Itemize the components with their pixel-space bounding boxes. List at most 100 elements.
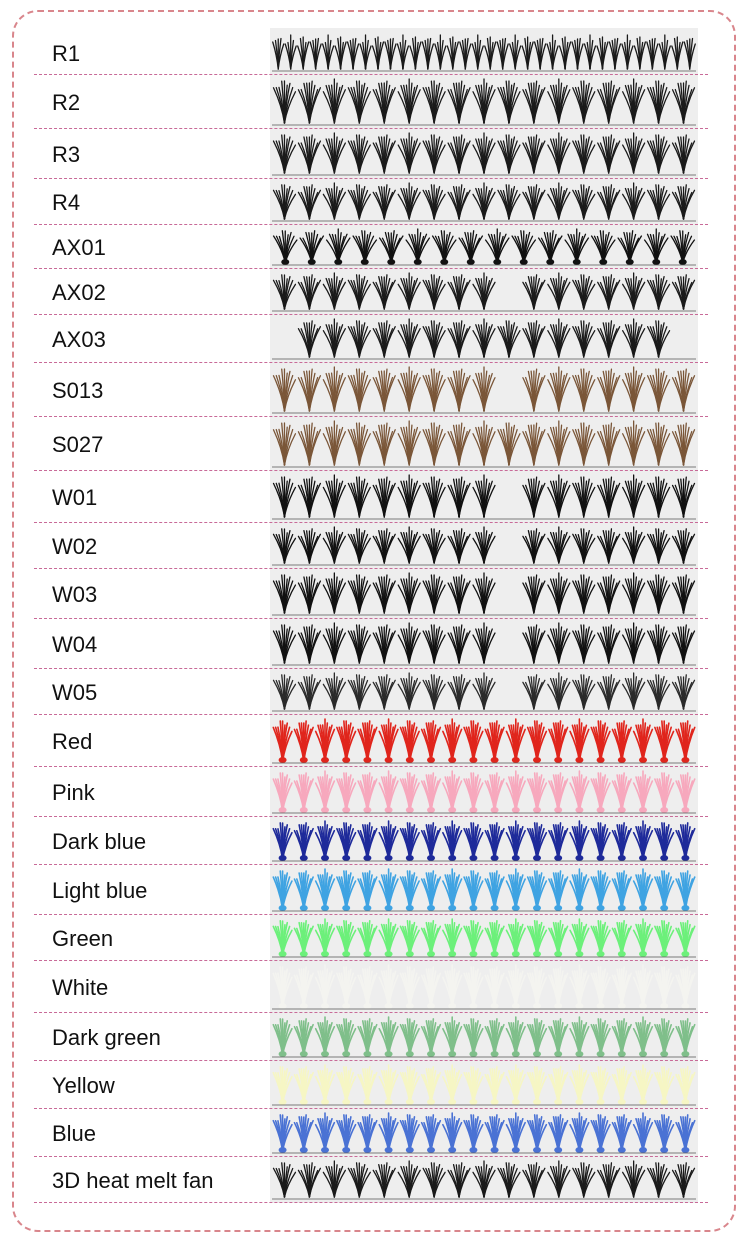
lash-cluster (422, 674, 446, 710)
lash-cluster (272, 528, 297, 564)
lash-cluster (314, 868, 336, 911)
row-divider (34, 714, 708, 715)
row-divider (34, 1108, 708, 1109)
lash-cluster (548, 920, 569, 957)
lash-cluster (442, 1016, 463, 1057)
row-divider (34, 914, 708, 915)
lash-cluster (372, 574, 396, 614)
lash-cluster (683, 37, 696, 70)
lash-cluster (622, 622, 646, 664)
lash-cluster (322, 132, 346, 174)
lash-cluster (597, 674, 621, 710)
lash-cluster (297, 36, 310, 70)
lash-cluster (347, 134, 371, 174)
lash-cluster (484, 966, 505, 1009)
row-divider (34, 522, 708, 523)
lash-cluster (297, 184, 322, 220)
lash-cluster (357, 966, 378, 1009)
lash-cluster (590, 920, 611, 957)
lash-cluster (442, 770, 463, 813)
lash-cluster (434, 34, 447, 70)
lash-cluster (463, 772, 484, 813)
lash-cluster (511, 230, 537, 265)
lash-cluster (597, 1162, 621, 1198)
lash-cluster (484, 228, 510, 265)
lash-cluster (632, 1112, 654, 1153)
lash-cluster (590, 772, 611, 813)
lash-cluster (447, 422, 471, 466)
lash-strip-drawing (272, 672, 696, 712)
lash-cluster (272, 184, 297, 220)
lash-cluster (497, 184, 521, 220)
lash-style-label: Dark green (52, 1025, 161, 1050)
lash-cluster (484, 920, 505, 957)
lash-cluster (632, 718, 654, 763)
lash-cluster (611, 1066, 632, 1105)
lash-cluster (422, 574, 446, 614)
lash-cluster (293, 1018, 314, 1057)
lash-cluster (447, 624, 471, 664)
lash-cluster (646, 624, 671, 664)
lash-cluster (597, 80, 621, 124)
lash-style-label: AX01 (52, 235, 106, 260)
lash-cluster (671, 574, 696, 614)
lash-strip-drawing (272, 770, 696, 814)
lash-cluster (442, 868, 463, 911)
lash-cluster (472, 78, 496, 124)
lash-cluster (471, 34, 484, 70)
lash-cluster (548, 720, 569, 763)
lash-cluster (572, 80, 596, 124)
lash-cluster (569, 820, 590, 861)
lash-cluster (646, 274, 671, 310)
lash-cluster (526, 1066, 548, 1105)
lash-cluster (569, 868, 590, 911)
lash-cluster (347, 274, 371, 310)
lash-cluster (347, 368, 371, 412)
lash-cluster (548, 1018, 569, 1057)
lash-cluster (572, 574, 596, 614)
lash-cluster (622, 1160, 646, 1198)
row-divider (34, 224, 708, 225)
lash-cluster (675, 870, 696, 911)
lash-cluster (293, 822, 314, 861)
lash-cluster (658, 34, 671, 70)
lash-cluster (632, 1064, 654, 1105)
lash-cluster (547, 182, 571, 220)
lash-cluster (399, 1018, 420, 1057)
lash-cluster (420, 870, 442, 911)
lash-cluster (347, 1162, 371, 1198)
lash-cluster (352, 230, 378, 265)
lash-cluster (378, 1064, 399, 1105)
lash-cluster (472, 474, 496, 518)
lash-cluster (293, 772, 314, 813)
lash-strip (272, 1015, 696, 1059)
lash-cluster (396, 34, 410, 70)
lash-cluster (297, 624, 322, 664)
row-divider (34, 74, 708, 75)
lash-cluster (463, 966, 484, 1009)
lash-cluster (533, 37, 547, 70)
lash-cluster (675, 1018, 696, 1057)
lash-cluster (272, 1162, 297, 1198)
lash-cluster (484, 720, 505, 763)
row-divider (34, 618, 708, 619)
lash-strip-drawing (272, 718, 696, 764)
lash-strip-drawing (272, 1016, 696, 1058)
lash-cluster (675, 720, 696, 763)
lash-cluster (597, 134, 621, 174)
lash-cluster (505, 918, 526, 957)
lash-cluster (422, 80, 446, 124)
lash-cluster (497, 80, 521, 124)
lash-cluster (597, 528, 621, 564)
lash-cluster (397, 366, 421, 412)
lash-cluster (297, 674, 322, 710)
lash-style-label: R1 (52, 41, 81, 66)
lash-cluster (622, 132, 646, 174)
lash-strip (272, 621, 696, 667)
lash-cluster (322, 366, 346, 412)
lash-cluster (597, 184, 621, 220)
lash-cluster (548, 1114, 569, 1153)
lash-cluster (347, 184, 371, 220)
lash-cluster (463, 1018, 484, 1057)
lash-cluster (671, 476, 696, 518)
